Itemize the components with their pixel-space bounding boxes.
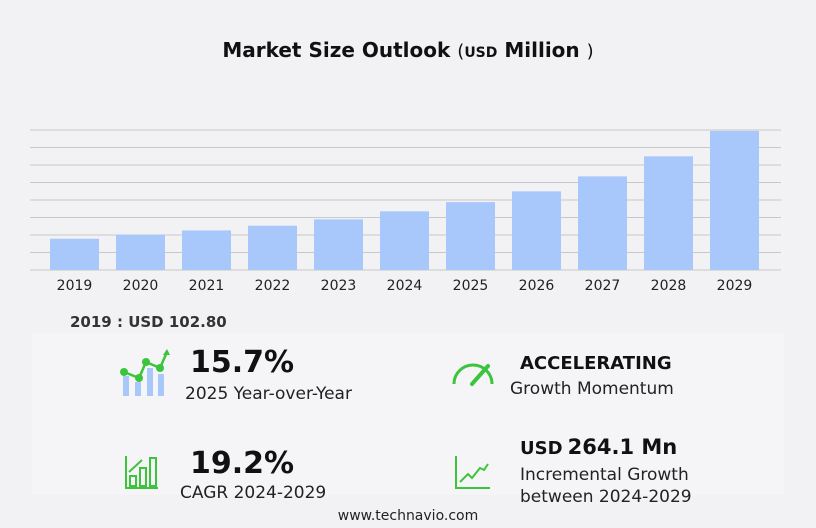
title-paren-close: ) (586, 41, 594, 62)
bar-line-growth-icon (120, 349, 170, 396)
title-paren-open: ( (457, 41, 465, 62)
cagr-value: 19.2% (190, 446, 295, 481)
bar-2023 (314, 219, 363, 270)
stats-panel (32, 333, 784, 495)
incremental-amount: 264.1 Mn (567, 435, 678, 459)
x-tick-label: 2029 (717, 278, 753, 294)
incremental-label: Incremental Growth (520, 465, 689, 485)
bar-chart-arrow-icon (125, 456, 158, 489)
x-tick-label: 2024 (387, 278, 423, 294)
x-tick-label: 2027 (585, 278, 621, 294)
momentum-label: Growth Momentum (510, 379, 674, 399)
bar-2020 (116, 234, 165, 270)
x-tick-label: 2026 (519, 278, 555, 294)
incremental-period: between 2024-2029 (520, 487, 692, 507)
bar-2029 (710, 130, 759, 270)
bar-2025 (446, 202, 495, 270)
bar-2028 (644, 156, 693, 270)
x-tick-label: 2022 (255, 278, 291, 294)
title-unit: USD (464, 45, 498, 61)
bar-2027 (578, 176, 627, 270)
x-tick-label: 2023 (321, 278, 357, 294)
title-unit-rest: Million (504, 38, 580, 62)
momentum-value: ACCELERATING (520, 353, 672, 374)
bar-chart: 2019 2020 2021 2022 2023 2024 2025 2026 2027 2028… (30, 129, 781, 294)
yoy-value: 15.7% (190, 345, 295, 380)
incremental-value: USD 264.1 Mn (520, 435, 677, 459)
cagr-label: CAGR 2024-2029 (180, 483, 327, 503)
trend-line-icon (455, 456, 490, 489)
yoy-label: 2025 Year-over-Year (185, 384, 352, 404)
x-tick-label: 2021 (189, 278, 225, 294)
baseline-value: 2019 : USD 102.80 (70, 313, 227, 331)
footer-url[interactable]: www.technavio.com (337, 508, 479, 524)
bar-2019 (50, 238, 99, 270)
x-tick-label: 2019 (57, 278, 93, 294)
bar-2026 (512, 191, 561, 270)
chart-title: Market Size Outlook (USD Million ) (0, 38, 816, 62)
x-tick-label: 2028 (651, 278, 687, 294)
title-text: Market Size Outlook (222, 38, 451, 62)
x-tick-label: 2025 (453, 278, 489, 294)
incremental-currency: USD (520, 438, 563, 459)
bar-2021 (182, 230, 231, 270)
bar-2022 (248, 225, 297, 270)
bar-2024 (380, 211, 429, 270)
x-tick-label: 2020 (123, 278, 159, 294)
speedometer-icon (452, 363, 494, 386)
